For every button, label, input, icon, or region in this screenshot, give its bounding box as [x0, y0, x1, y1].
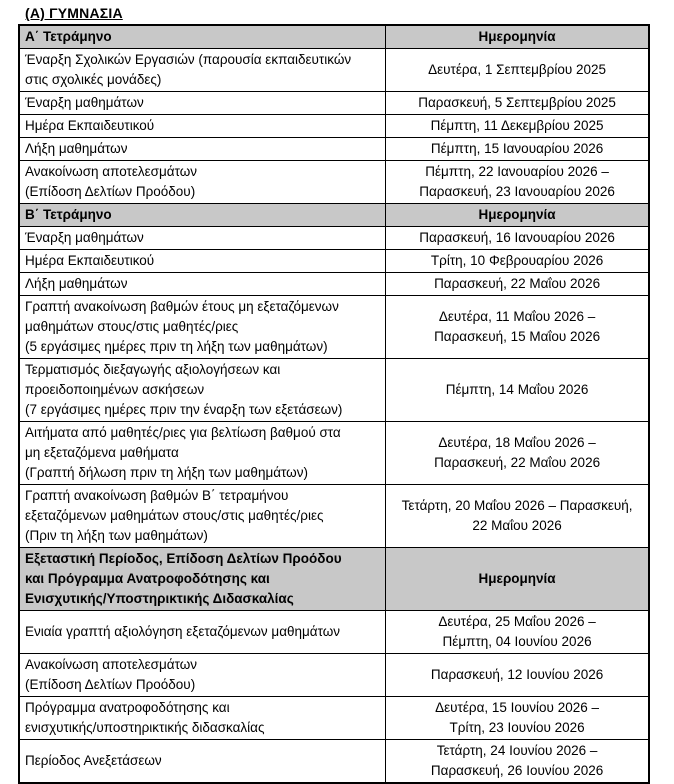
date-cell: Τρίτη, 10 Φεβρουαρίου 2026 — [385, 249, 650, 273]
activity-cell: Έναρξη μαθημάτων — [18, 226, 387, 250]
date-cell: Παρασκευή, 12 Ιουνίου 2026 — [385, 653, 650, 697]
schedule-table: Α΄ Τετράμηνο Ημερομηνία Έναρξη Σχολικών … — [18, 24, 650, 784]
table-row: Ανακοίνωση αποτελεσμάτων (Επίδοση Δελτίω… — [18, 653, 650, 697]
period-header-cell: Α΄ Τετράμηνο — [18, 24, 387, 49]
date-cell: Πέμπτη, 11 Δεκεμβρίου 2025 — [385, 114, 650, 138]
date-header-cell: Ημερομηνία — [385, 547, 650, 611]
activity-cell: Ανακοίνωση αποτελεσμάτων (Επίδοση Δελτίω… — [18, 653, 387, 697]
activity-cell: Τερματισμός διεξαγωγής αξιολογήσεων και … — [18, 358, 387, 422]
section-header-row: Β΄ Τετράμηνο Ημερομηνία — [18, 203, 650, 227]
activity-cell: Γραπτή ανακοίνωση βαθμών έτους μη εξεταζ… — [18, 295, 387, 359]
date-header-cell: Ημερομηνία — [385, 24, 650, 49]
section-header-row: Α΄ Τετράμηνο Ημερομηνία — [18, 24, 650, 49]
date-cell: Πέμπτη, 14 Μαΐου 2026 — [385, 358, 650, 422]
activity-cell: Γραπτή ανακοίνωση βαθμών Β΄ τετραμήνου ε… — [18, 484, 387, 548]
date-cell: Δευτέρα, 25 Μαΐου 2026 – Πέμπτη, 04 Ιουν… — [385, 610, 650, 654]
date-cell: Δευτέρα, 1 Σεπτεμβρίου 2025 — [385, 48, 650, 92]
date-cell: Παρασκευή, 16 Ιανουαρίου 2026 — [385, 226, 650, 250]
activity-cell: Ημέρα Εκπαιδευτικού — [18, 114, 387, 138]
section-header-row: Εξεταστική Περίοδος, Επίδοση Δελτίων Προ… — [18, 547, 650, 611]
activity-cell: Πρόγραμμα ανατροφοδότησης και ενισχυτική… — [18, 696, 387, 740]
table-row: Λήξη μαθημάτων Πέμπτη, 15 Ιανουαρίου 202… — [18, 137, 650, 161]
date-cell: Δευτέρα, 15 Ιουνίου 2026 – Τρίτη, 23 Ιου… — [385, 696, 650, 740]
table-row: Ημέρα Εκπαιδευτικού Τρίτη, 10 Φεβρουαρίο… — [18, 249, 650, 273]
table-row: Ημέρα Εκπαιδευτικού Πέμπτη, 11 Δεκεμβρίο… — [18, 114, 650, 138]
date-cell: Τετάρτη, 24 Ιουνίου 2026 – Παρασκευή, 26… — [385, 739, 650, 784]
table-row: Λήξη μαθημάτων Παρασκευή, 22 Μαΐου 2026 — [18, 272, 650, 296]
activity-cell: Λήξη μαθημάτων — [18, 272, 387, 296]
date-cell: Δευτέρα, 18 Μαΐου 2026 – Παρασκευή, 22 Μ… — [385, 421, 650, 485]
activity-cell: Έναρξη Σχολικών Εργασιών (παρουσία εκπαι… — [18, 48, 387, 92]
activity-cell: Περίοδος Ανεξετάσεων — [18, 739, 387, 784]
table-row: Έναρξη μαθημάτων Παρασκευή, 5 Σεπτεμβρίο… — [18, 91, 650, 115]
date-cell: Παρασκευή, 5 Σεπτεμβρίου 2025 — [385, 91, 650, 115]
date-cell: Πέμπτη, 22 Ιανουαρίου 2026 – Παρασκευή, … — [385, 160, 650, 204]
table-row: Ανακοίνωση αποτελεσμάτων (Επίδοση Δελτίω… — [18, 160, 650, 204]
table-row: Περίοδος Ανεξετάσεων Τετάρτη, 24 Ιουνίου… — [18, 739, 650, 784]
activity-cell: Έναρξη μαθημάτων — [18, 91, 387, 115]
table-row: Ενιαία γραπτή αξιολόγηση εξεταζόμενων μα… — [18, 610, 650, 654]
period-header-cell: Β΄ Τετράμηνο — [18, 203, 387, 227]
activity-cell: Ανακοίνωση αποτελεσμάτων (Επίδοση Δελτίω… — [18, 160, 387, 204]
table-row: Αιτήματα από μαθητές/ριες για βελτίωση β… — [18, 421, 650, 485]
period-header-cell: Εξεταστική Περίοδος, Επίδοση Δελτίων Προ… — [18, 547, 387, 611]
date-cell: Δευτέρα, 11 Μαΐου 2026 – Παρασκευή, 15 Μ… — [385, 295, 650, 359]
table-row: Έναρξη μαθημάτων Παρασκευή, 16 Ιανουαρίο… — [18, 226, 650, 250]
table-row: Πρόγραμμα ανατροφοδότησης και ενισχυτική… — [18, 696, 650, 740]
table-row: Γραπτή ανακοίνωση βαθμών Β΄ τετραμήνου ε… — [18, 484, 650, 548]
date-cell: Τετάρτη, 20 Μαΐου 2026 – Παρασκευή, 22 Μ… — [385, 484, 650, 548]
date-header-cell: Ημερομηνία — [385, 203, 650, 227]
activity-cell: Ενιαία γραπτή αξιολόγηση εξεταζόμενων μα… — [18, 610, 387, 654]
table-row: Γραπτή ανακοίνωση βαθμών έτους μη εξεταζ… — [18, 295, 650, 359]
date-cell: Πέμπτη, 15 Ιανουαρίου 2026 — [385, 137, 650, 161]
table-row: Έναρξη Σχολικών Εργασιών (παρουσία εκπαι… — [18, 48, 650, 92]
activity-cell: Αιτήματα από μαθητές/ριες για βελτίωση β… — [18, 421, 387, 485]
date-cell: Παρασκευή, 22 Μαΐου 2026 — [385, 272, 650, 296]
table-row: Τερματισμός διεξαγωγής αξιολογήσεων και … — [18, 358, 650, 422]
activity-cell: Ημέρα Εκπαιδευτικού — [18, 249, 387, 273]
activity-cell: Λήξη μαθημάτων — [18, 137, 387, 161]
page-title: (Α) ΓΥΜΝΑΣΙΑ — [25, 5, 123, 21]
